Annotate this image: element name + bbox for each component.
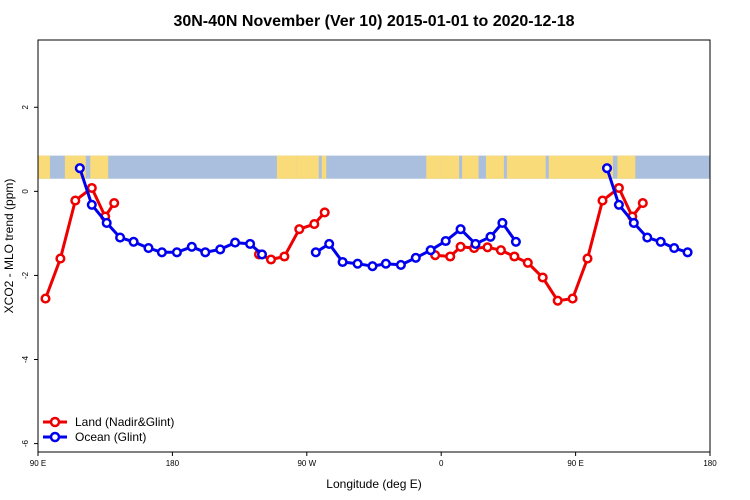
x-tick-label: 90 E [30,459,46,468]
data-point [410,252,421,263]
data-point [597,195,608,206]
data-point [510,236,521,247]
legend-land-label: Land (Nadir&Glint) [75,415,174,429]
data-point [245,238,256,249]
data-point [537,272,548,283]
map-land [486,155,504,179]
data-point [265,254,277,265]
y-tick-label: 2 [21,104,30,109]
map-land [90,155,109,179]
plot-frame [37,39,711,453]
map-land [321,155,327,179]
data-point [70,195,81,206]
x-tick-label: 90 W [297,459,316,468]
map-land [617,155,636,179]
map-land [38,155,50,179]
data-point [445,251,456,262]
data-point [601,163,613,174]
series-layer [40,163,693,306]
data-point [455,241,466,252]
x-tick-label: 180 [703,459,717,468]
data-point [637,198,648,209]
data-point [613,199,624,210]
x-tick-label: 180 [166,459,180,468]
data-point [256,249,268,260]
map-land [548,155,593,179]
data-point [215,244,226,255]
data-point [552,295,563,306]
data-point [101,217,112,228]
data-point [509,251,520,262]
data-point [309,219,320,230]
data-point [200,247,211,258]
data-point [109,198,120,209]
map-land [462,155,479,179]
legend-land-marker [49,416,61,428]
y-axis-label: XCO2 - MLO trend (ppm) [2,179,16,314]
data-point [425,245,436,256]
data-point [337,256,348,268]
data-point [171,247,182,258]
data-point [74,163,85,174]
data-point [310,247,321,258]
map-land [296,155,319,179]
data-point [279,251,290,262]
x-tick-label: 90 E [567,459,583,468]
x-axis-ticks: 90 E 180 90 W 0 90 E 180 [30,452,717,468]
data-point [669,243,680,254]
legend: Land (Nadir&Glint) Ocean (Glint) [43,415,174,444]
map-land [426,155,442,179]
data-point [319,207,330,218]
data-point [497,217,508,228]
legend-ocean-label: Ocean (Glint) [75,430,146,444]
data-point [470,238,481,249]
data-point [628,217,639,228]
legend-ocean-marker [49,431,61,443]
data-point [324,238,335,249]
data-point [294,224,305,235]
data-point [613,182,624,194]
data-point [352,258,363,269]
data-point [186,241,197,252]
y-axis-ticks: 2 0 -2 -4 -6 [21,104,38,447]
map-land [506,155,546,179]
data-point [482,242,493,253]
data-point [128,236,139,247]
data-point [115,232,126,243]
series-land [40,182,648,306]
data-point [440,235,451,247]
data-point [655,236,666,247]
data-point [156,247,167,258]
x-tick-label: 0 [439,459,444,468]
chart-title: 30N-40N November (Ver 10) 2015-01-01 to … [173,13,574,30]
data-point [582,253,593,264]
series-ocean [74,163,693,272]
data-point [230,237,241,248]
data-point [143,243,154,254]
data-point [40,293,51,304]
map-land [276,155,297,179]
data-point [367,261,378,272]
data-point [522,257,533,268]
data-point [682,247,693,258]
data-point [455,224,466,235]
data-point [495,245,506,256]
data-point [55,253,66,264]
data-point [567,293,578,304]
data-point [380,258,391,269]
y-tick-label: -6 [21,439,30,447]
x-axis-label: Longitude (deg E) [326,477,421,491]
data-point [86,182,97,194]
series-line [435,186,644,303]
data-point [642,232,653,243]
y-tick-label: -2 [21,271,30,279]
data-point [86,199,97,210]
y-tick-label: -4 [21,355,30,363]
map-land [441,155,460,179]
y-tick-label: 0 [21,189,30,194]
data-point [395,259,406,270]
data-point [485,231,496,242]
